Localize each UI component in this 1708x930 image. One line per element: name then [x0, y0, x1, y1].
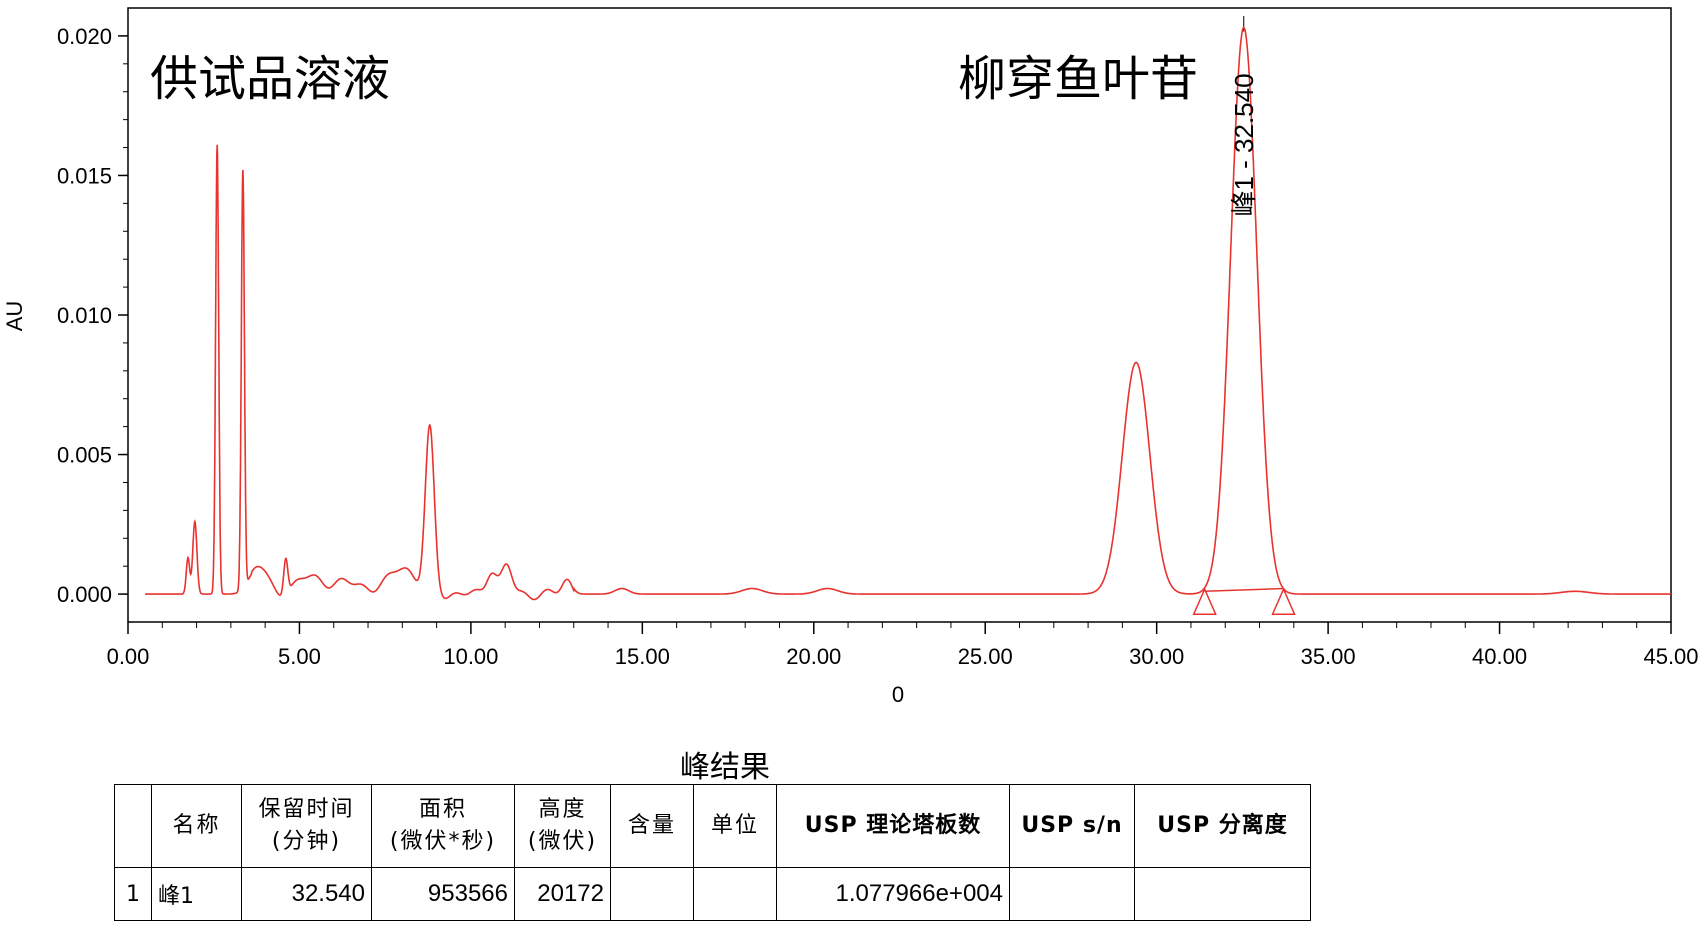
- cell-resolution: [1134, 867, 1311, 921]
- x-tick-label: 0.00: [107, 644, 150, 669]
- table-title: 峰结果: [680, 750, 770, 785]
- cell-unit: [693, 867, 777, 921]
- y-tick-label: 0.015: [57, 163, 112, 188]
- y-tick-label: 0.020: [57, 24, 112, 49]
- col-header-index: [114, 784, 152, 868]
- col-header-resolution: USP 分离度: [1134, 784, 1311, 868]
- y-axis: 0.000 0.005 0.010 0.015 0.020: [57, 24, 128, 607]
- cell-height: 20172: [514, 867, 611, 921]
- chart-title: 供试品溶液: [150, 51, 390, 107]
- col-header-height: 高度 (微伏): [514, 784, 611, 868]
- cell-retention: 32.540: [241, 867, 372, 921]
- cell-content: [610, 867, 694, 921]
- x-tick-label: 25.00: [958, 644, 1013, 669]
- x-tick-label: 30.00: [1129, 644, 1184, 669]
- cell-index: 1: [114, 867, 152, 921]
- col-header-sn: USP s/n: [1009, 784, 1135, 868]
- x-axis-title: 0: [892, 682, 904, 707]
- peak-results-table: 名称 保留时间 (分钟) 面积 (微伏*秒) 高度 (微伏) 含量 单位 USP 理论…: [114, 784, 1311, 921]
- cell-plates: 1.077966e+004: [776, 867, 1010, 921]
- y-tick-label: 0.000: [57, 582, 112, 607]
- col-header-retention: 保留时间 (分钟): [241, 784, 372, 868]
- x-tick-label: 15.00: [615, 644, 670, 669]
- cell-sn: [1009, 867, 1135, 921]
- integration-start-marker: [1192, 587, 1217, 616]
- col-header-unit: 单位: [693, 784, 777, 868]
- table-header-row: 名称 保留时间 (分钟) 面积 (微伏*秒) 高度 (微伏) 含量 单位 USP 理论…: [114, 784, 1311, 868]
- chromatogram-chart: 0.000 0.005 0.010 0.015 0.020 0.00 5.00 10.00 1…: [2, 7, 1699, 707]
- compound-annotation: 柳穿鱼叶苷: [958, 51, 1198, 107]
- integration-end-marker: [1271, 587, 1296, 616]
- x-tick-label: 20.00: [786, 644, 841, 669]
- col-header-name: 名称: [151, 784, 242, 868]
- x-tick-label: 10.00: [443, 644, 498, 669]
- x-axis: 0.00 5.00 10.00 15.00 20.00 25.00 30.00 35.00 40…: [107, 622, 1699, 669]
- chromatogram-trace: [145, 26, 1671, 601]
- col-header-plates: USP 理论塔板数: [776, 784, 1010, 868]
- y-tick-label: 0.010: [57, 303, 112, 328]
- col-header-area: 面积 (微伏*秒): [371, 784, 515, 868]
- y-tick-label: 0.005: [57, 443, 112, 468]
- y-axis-title: AU: [2, 301, 27, 332]
- table-row: 1 峰1 32.540 953566 20172 1.077966e+004: [114, 867, 1311, 921]
- x-tick-label: 45.00: [1643, 644, 1698, 669]
- integration-baseline: [1204, 587, 1284, 593]
- cell-area: 953566: [371, 867, 515, 921]
- cell-name: 峰1: [151, 867, 242, 921]
- x-tick-label: 40.00: [1472, 644, 1527, 669]
- peak-label: 峰1 - 32.540: [1229, 73, 1259, 216]
- x-tick-label: 5.00: [278, 644, 321, 669]
- col-header-content: 含量: [610, 784, 694, 868]
- x-tick-label: 35.00: [1301, 644, 1356, 669]
